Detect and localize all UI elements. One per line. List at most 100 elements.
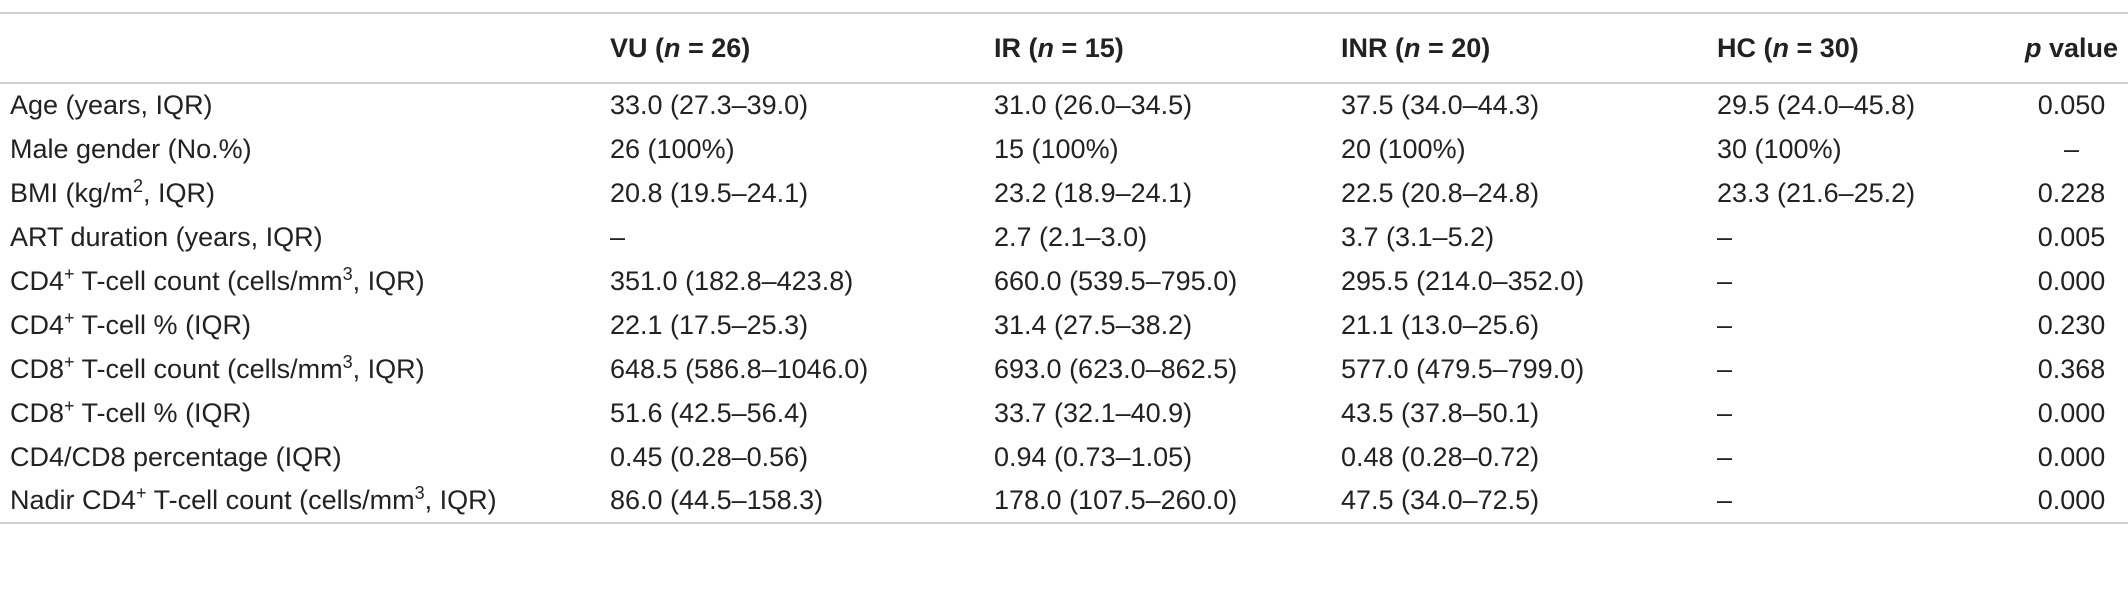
cell-vu: 648.5 (586.8–1046.0) bbox=[610, 353, 869, 384]
label-text: T-cell % (IQR) bbox=[74, 397, 252, 428]
cell-ir: 660.0 (539.5–795.0) bbox=[994, 265, 1238, 296]
cell-p-value: 0.368 bbox=[2037, 353, 2106, 384]
label-text: BMI (kg/m bbox=[10, 177, 134, 208]
cell-p-value: 0.050 bbox=[2037, 90, 2106, 120]
cell-vu: 26 (100%) bbox=[610, 133, 735, 164]
superscript: 3 bbox=[414, 483, 425, 503]
cell-hc: – bbox=[1717, 479, 2019, 524]
superscript: 3 bbox=[342, 263, 353, 284]
cell-p-value: 0.005 bbox=[2037, 221, 2106, 252]
cell-ir: 693.0 (623.0–862.5) bbox=[994, 353, 1238, 384]
cell-p-value: 0.230 bbox=[2037, 309, 2106, 340]
label-text: CD8 bbox=[10, 353, 65, 384]
cell-vu: 20.8 (19.5–24.1) bbox=[610, 177, 809, 208]
cell-inr: 37.5 (34.0–44.3) bbox=[1341, 90, 1540, 120]
row-label: ART duration (years, IQR) bbox=[0, 215, 610, 259]
label-text: Nadir CD4 bbox=[10, 485, 137, 515]
data-table-container: VU (n = 26) IR (n = 15) INR (n = 20) HC … bbox=[0, 12, 2128, 524]
cell-hc: – bbox=[1717, 265, 1733, 296]
cell-ir: 31.4 (27.5–38.2) bbox=[994, 309, 1193, 340]
row-label: BMI (kg/m2, IQR) bbox=[0, 171, 610, 215]
table-row: BMI (kg/m2, IQR) 20.8 (19.5–24.1) 23.2 (18… bbox=[0, 171, 2128, 215]
cell-hc: 29.5 (24.0–45.8) bbox=[1717, 90, 1916, 120]
cell-vu: 33.0 (27.3–39.0) bbox=[610, 90, 809, 120]
label-text: T-cell % (IQR) bbox=[74, 309, 252, 340]
label-text: CD4/CD8 percentage (IQR) bbox=[10, 441, 342, 472]
label-text: CD4 bbox=[10, 265, 65, 296]
row-label: CD8+ T-cell count (cells/mm3, IQR) bbox=[0, 347, 610, 391]
cell-vu: – bbox=[610, 221, 626, 252]
cell-inr: 43.5 (37.8–50.1) bbox=[1341, 397, 1540, 428]
superscript: + bbox=[64, 395, 75, 416]
label-text: Age (years, IQR) bbox=[10, 90, 213, 120]
cell-p-value: 0.228 bbox=[2037, 177, 2106, 208]
cell-vu: 0.45 (0.28–0.56) bbox=[610, 441, 809, 472]
cell-hc: – bbox=[1717, 353, 1733, 384]
table-row: Male gender (No.%) 26 (100%) 15 (100%) 20 (… bbox=[0, 127, 2128, 171]
label-text: CD4 bbox=[10, 309, 65, 340]
label-text: T-cell count (cells/mm bbox=[74, 353, 343, 384]
cell-inr: 47.5 (34.0–72.5) bbox=[1341, 479, 1717, 524]
cell-vu: 51.6 (42.5–56.4) bbox=[610, 397, 809, 428]
label-text: CD8 bbox=[10, 397, 65, 428]
superscript: 3 bbox=[342, 351, 353, 372]
header-vu: VU (n = 26) bbox=[610, 12, 994, 84]
header-hc: HC (n = 30) bbox=[1717, 12, 2019, 84]
characteristics-table: VU (n = 26) IR (n = 15) INR (n = 20) HC … bbox=[0, 12, 2128, 524]
cell-inr: 577.0 (479.5–799.0) bbox=[1341, 353, 1585, 384]
header-inr: INR (n = 20) bbox=[1341, 12, 1717, 84]
cell-hc: – bbox=[1717, 397, 1733, 428]
cell-ir: 2.7 (2.1–3.0) bbox=[994, 221, 1148, 252]
cell-inr: 295.5 (214.0–352.0) bbox=[1341, 265, 1585, 296]
table-row: ART duration (years, IQR) – 2.7 (2.1–3.0) 3… bbox=[0, 215, 2128, 259]
row-label: Nadir CD4+ T-cell count (cells/mm3, IQR) bbox=[0, 479, 610, 524]
label-text: , IQR) bbox=[352, 353, 425, 384]
cell-ir: 23.2 (18.9–24.1) bbox=[994, 177, 1193, 208]
row-label: CD8+ T-cell % (IQR) bbox=[0, 391, 610, 435]
cell-hc: 30 (100%) bbox=[1717, 133, 1842, 164]
header-ir: IR (n = 15) bbox=[994, 12, 1341, 84]
label-text: Male gender (No.%) bbox=[10, 133, 252, 164]
row-label: CD4+ T-cell % (IQR) bbox=[0, 303, 610, 347]
cell-hc: – bbox=[1717, 441, 1733, 472]
table-row: CD4/CD8 percentage (IQR) 0.45 (0.28–0.56)… bbox=[0, 435, 2128, 479]
cell-hc: – bbox=[1717, 221, 1733, 252]
superscript: + bbox=[136, 483, 147, 503]
table-row: CD4+ T-cell count (cells/mm3, IQR) 351.0 … bbox=[0, 259, 2128, 303]
cell-p-value: 0.000 bbox=[2037, 265, 2106, 296]
superscript: + bbox=[64, 307, 75, 328]
cell-vu: 22.1 (17.5–25.3) bbox=[610, 309, 809, 340]
header-empty bbox=[0, 12, 610, 84]
cell-inr: 21.1 (13.0–25.6) bbox=[1341, 309, 1540, 340]
cell-ir: 0.94 (0.73–1.05) bbox=[994, 441, 1193, 472]
cell-vu: 351.0 (182.8–423.8) bbox=[610, 265, 854, 296]
table-row: Nadir CD4+ T-cell count (cells/mm3, IQR)… bbox=[0, 479, 2128, 524]
cell-hc: 23.3 (21.6–25.2) bbox=[1717, 177, 1916, 208]
table-body: Age (years, IQR) 33.0 (27.3–39.0) 31.0 (26… bbox=[0, 83, 2128, 524]
label-text: , IQR) bbox=[352, 265, 425, 296]
row-label: CD4+ T-cell count (cells/mm3, IQR) bbox=[0, 259, 610, 303]
label-text: , IQR) bbox=[424, 485, 497, 515]
table-row: CD4+ T-cell % (IQR) 22.1 (17.5–25.3) 31.4 … bbox=[0, 303, 2128, 347]
label-text: T-cell count (cells/mm bbox=[146, 485, 415, 515]
cell-p-value: 0.000 bbox=[2019, 479, 2128, 524]
label-text: , IQR) bbox=[143, 177, 216, 208]
cell-ir: 33.7 (32.1–40.9) bbox=[994, 397, 1193, 428]
header-p-value: p value bbox=[2019, 12, 2128, 84]
cell-inr: 20 (100%) bbox=[1341, 133, 1466, 164]
cell-inr: 0.48 (0.28–0.72) bbox=[1341, 441, 1540, 472]
label-text: T-cell count (cells/mm bbox=[74, 265, 343, 296]
cell-p-value: 0.000 bbox=[2037, 441, 2106, 472]
cell-p-value: – bbox=[2063, 133, 2080, 164]
row-label: CD4/CD8 percentage (IQR) bbox=[0, 435, 610, 479]
cell-ir: 31.0 (26.0–34.5) bbox=[994, 90, 1193, 120]
cell-inr: 22.5 (20.8–24.8) bbox=[1341, 177, 1540, 208]
label-text: ART duration (years, IQR) bbox=[10, 221, 323, 252]
table-row: CD8+ T-cell % (IQR) 51.6 (42.5–56.4) 33.7 … bbox=[0, 391, 2128, 435]
cell-ir: 178.0 (107.5–260.0) bbox=[994, 479, 1341, 524]
row-label: Male gender (No.%) bbox=[0, 127, 610, 171]
cell-hc: – bbox=[1717, 309, 1733, 340]
superscript: 2 bbox=[133, 175, 144, 196]
cell-p-value: 0.000 bbox=[2037, 397, 2106, 428]
header-row: VU (n = 26) IR (n = 15) INR (n = 20) HC … bbox=[0, 12, 2128, 84]
